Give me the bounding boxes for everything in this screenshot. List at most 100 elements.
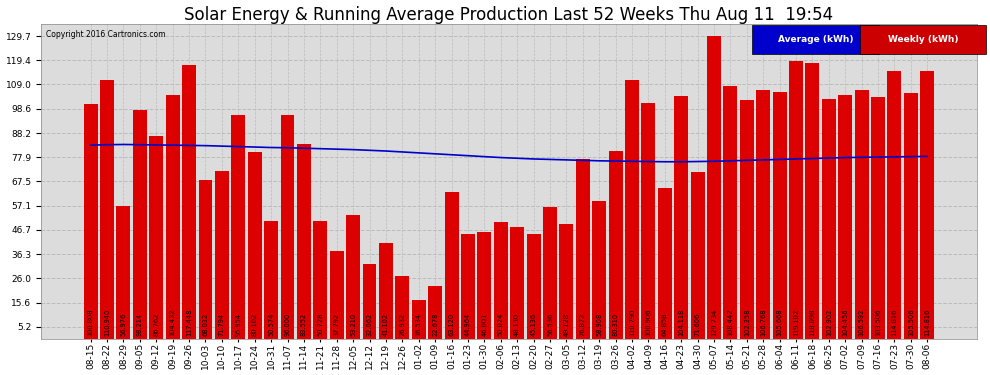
Bar xyxy=(887,71,902,339)
Bar xyxy=(215,171,229,339)
Text: 48.130: 48.130 xyxy=(514,312,520,336)
Bar xyxy=(674,96,688,339)
Text: 53.210: 53.210 xyxy=(350,312,356,336)
Bar xyxy=(871,97,885,339)
Bar xyxy=(461,234,475,339)
Bar xyxy=(657,188,672,339)
Text: 110.790: 110.790 xyxy=(629,308,635,336)
Text: 103.506: 103.506 xyxy=(875,308,881,336)
Bar xyxy=(330,251,344,339)
Text: 50.728: 50.728 xyxy=(318,312,324,336)
Text: 108.442: 108.442 xyxy=(728,308,734,336)
Bar xyxy=(248,152,261,339)
Bar xyxy=(117,206,131,339)
Bar xyxy=(477,232,491,339)
Bar xyxy=(412,300,426,339)
Text: 50.024: 50.024 xyxy=(498,312,504,336)
Text: 105.506: 105.506 xyxy=(908,308,914,336)
Text: 63.120: 63.120 xyxy=(448,312,454,336)
Text: 106.592: 106.592 xyxy=(858,308,864,336)
FancyBboxPatch shape xyxy=(860,25,986,54)
Text: 104.432: 104.432 xyxy=(169,308,175,336)
Text: Copyright 2016 Cartronics.com: Copyright 2016 Cartronics.com xyxy=(46,30,165,39)
Bar xyxy=(904,93,918,339)
Text: 49.128: 49.128 xyxy=(563,312,569,336)
Text: 129.734: 129.734 xyxy=(711,308,717,336)
Bar xyxy=(395,276,409,339)
Bar xyxy=(921,71,935,339)
Bar xyxy=(527,234,541,339)
Text: 76.872: 76.872 xyxy=(580,312,586,336)
Bar xyxy=(133,110,147,339)
Bar xyxy=(280,115,294,339)
Text: 50.574: 50.574 xyxy=(268,312,274,336)
Bar xyxy=(789,61,803,339)
Bar xyxy=(724,86,738,339)
Text: 22.678: 22.678 xyxy=(433,312,439,336)
Text: Average (kWh): Average (kWh) xyxy=(777,35,853,44)
Text: 32.062: 32.062 xyxy=(366,312,372,336)
Bar xyxy=(149,136,163,339)
Bar xyxy=(362,264,376,339)
Bar xyxy=(740,100,753,339)
Text: 110.940: 110.940 xyxy=(104,308,110,336)
Bar xyxy=(165,95,179,339)
Bar xyxy=(182,65,196,339)
Bar xyxy=(806,63,820,339)
Text: 64.858: 64.858 xyxy=(661,312,668,336)
Text: 80.310: 80.310 xyxy=(613,312,619,336)
Bar xyxy=(592,201,606,339)
Text: 114.816: 114.816 xyxy=(891,308,898,336)
Bar xyxy=(297,144,311,339)
Bar xyxy=(609,152,623,339)
Text: 104.456: 104.456 xyxy=(842,308,848,336)
Bar xyxy=(543,207,557,339)
Bar xyxy=(100,80,114,339)
Text: 46.001: 46.001 xyxy=(481,312,487,336)
Bar xyxy=(772,92,787,339)
Text: 117.448: 117.448 xyxy=(186,308,192,336)
Text: 41.102: 41.102 xyxy=(383,312,389,336)
Bar xyxy=(84,104,98,339)
Bar xyxy=(346,215,360,339)
Text: 71.794: 71.794 xyxy=(219,312,225,336)
Text: 102.902: 102.902 xyxy=(826,308,832,336)
Bar xyxy=(642,104,655,339)
Text: 114.816: 114.816 xyxy=(925,308,931,336)
Text: 71.606: 71.606 xyxy=(695,312,701,336)
Text: 95.954: 95.954 xyxy=(236,312,242,336)
Text: Weekly (kWh): Weekly (kWh) xyxy=(888,35,958,44)
Bar xyxy=(232,115,246,339)
Bar xyxy=(494,222,508,339)
Bar xyxy=(576,159,590,339)
Text: 118.098: 118.098 xyxy=(810,308,816,336)
Text: 98.214: 98.214 xyxy=(137,312,143,336)
Text: 45.136: 45.136 xyxy=(531,312,537,336)
Text: 100.906: 100.906 xyxy=(645,308,651,336)
Title: Solar Energy & Running Average Production Last 52 Weeks Thu Aug 11  19:54: Solar Energy & Running Average Productio… xyxy=(184,6,834,24)
Text: 86.762: 86.762 xyxy=(153,312,159,336)
Bar xyxy=(314,220,328,339)
Bar xyxy=(839,95,852,339)
Bar xyxy=(559,224,573,339)
Text: 102.358: 102.358 xyxy=(743,308,749,336)
Text: 44.964: 44.964 xyxy=(465,312,471,336)
Bar xyxy=(445,192,458,339)
Text: 16.534: 16.534 xyxy=(416,312,422,336)
Text: 104.118: 104.118 xyxy=(678,308,684,336)
Bar xyxy=(510,226,524,339)
Bar xyxy=(199,180,213,339)
Bar xyxy=(854,90,868,339)
Text: 56.536: 56.536 xyxy=(546,312,553,336)
FancyBboxPatch shape xyxy=(752,25,878,54)
Text: 37.792: 37.792 xyxy=(334,312,340,336)
Text: 96.000: 96.000 xyxy=(284,312,290,336)
Bar xyxy=(756,90,770,339)
Text: 105.668: 105.668 xyxy=(776,308,783,336)
Bar xyxy=(707,36,721,339)
Text: 58.908: 58.908 xyxy=(596,312,602,336)
Bar xyxy=(379,243,393,339)
Text: 80.102: 80.102 xyxy=(251,312,257,336)
Bar xyxy=(625,80,639,339)
Bar xyxy=(428,286,443,339)
